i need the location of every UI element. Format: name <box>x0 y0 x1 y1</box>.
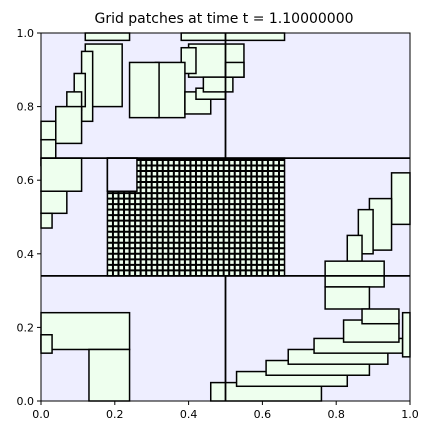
x-tick-label-3: 0.6 <box>254 408 272 421</box>
patch-13 <box>128 61 160 119</box>
x-tick-label-0: 0.0 <box>32 408 50 421</box>
patch-26 <box>324 260 385 288</box>
patch-9 <box>180 32 286 42</box>
y-tick-label-3: 0.6 <box>17 174 35 187</box>
patch-7 <box>40 120 57 141</box>
x-tick-label-5: 1.0 <box>401 408 419 421</box>
patch-22 <box>390 172 411 226</box>
y-tick-label-1: 0.2 <box>17 321 35 334</box>
y-axis: 0.0 0.2 0.4 0.6 0.8 1.0 <box>17 27 41 408</box>
x-tick-label-4: 0.8 <box>327 408 345 421</box>
y-tick-label-4: 0.8 <box>17 101 35 114</box>
y-tick-label-5: 1.0 <box>17 27 35 40</box>
x-axis: 0.0 0.2 0.4 0.6 0.8 1.0 <box>32 401 419 421</box>
patch-16 <box>202 76 234 93</box>
plot-area <box>40 32 411 402</box>
patch-25 <box>346 234 363 262</box>
chart-title: Grid patches at time t = 1.10000000 <box>94 11 353 27</box>
patch-20 <box>40 212 53 229</box>
patch-38 <box>401 311 411 358</box>
patch-30 <box>40 334 53 354</box>
x-tick-label-2: 0.4 <box>180 408 198 421</box>
patch-28 <box>40 311 131 351</box>
fine-grid-cutout <box>106 157 138 192</box>
patch-0 <box>84 32 131 42</box>
patch-37 <box>361 308 400 325</box>
patch-18 <box>40 157 83 192</box>
patch-6 <box>55 105 83 145</box>
y-tick-label-2: 0.4 <box>17 248 35 261</box>
y-tick-label-0: 0.0 <box>17 395 35 408</box>
fine-grid-region <box>106 157 286 277</box>
patch-17 <box>224 61 245 78</box>
patch-19 <box>40 190 68 215</box>
patch-27 <box>324 286 371 310</box>
x-tick-label-1: 0.2 <box>106 408 124 421</box>
axes-frame <box>40 32 411 402</box>
patch-29 <box>88 348 131 402</box>
